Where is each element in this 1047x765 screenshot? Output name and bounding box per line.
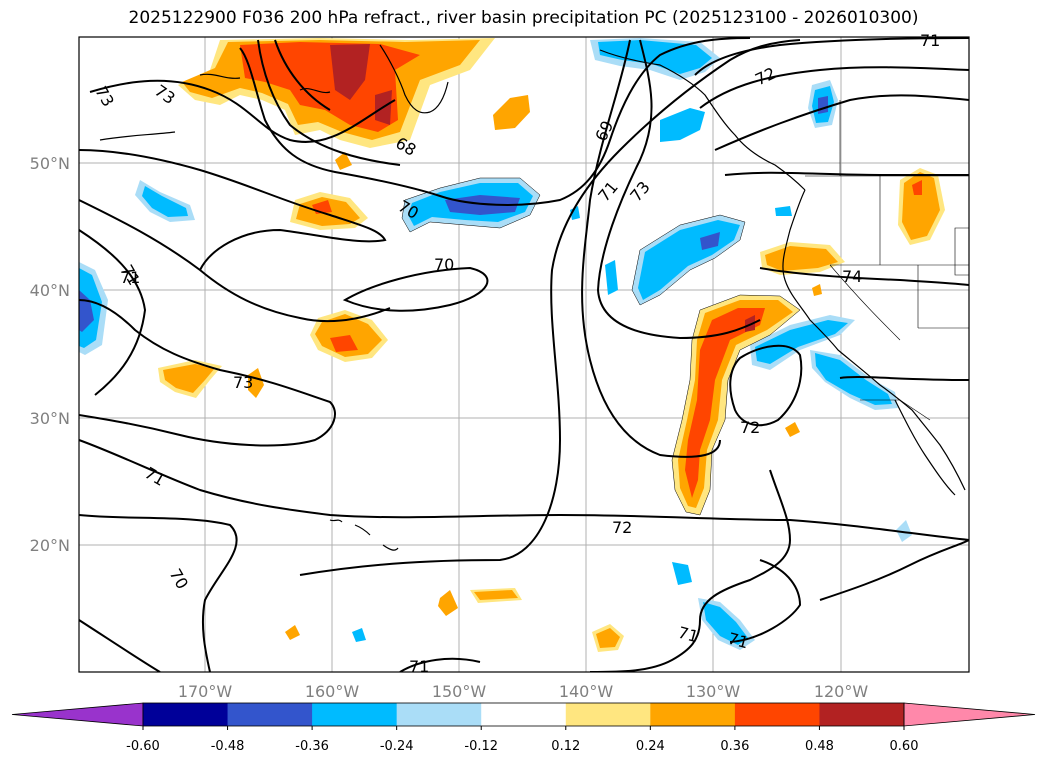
contour-label: 71 [409, 657, 429, 676]
contour-label: 71 [726, 629, 751, 653]
colorbar-tick-label: -0.60 [126, 739, 160, 754]
colorbar-segment [143, 703, 229, 726]
latitude-labels: 50°N 40°N 30°N 20°N [30, 154, 70, 555]
contour-label: 71 [120, 268, 140, 287]
map-title: 2025122900 F036 200 hPa refract., river … [128, 8, 919, 28]
colorbar-segment [396, 703, 482, 726]
colorbar-segment [481, 703, 567, 726]
political-borders [805, 100, 969, 421]
colorbar-extend-high [903, 702, 1036, 727]
coastlines [99, 44, 966, 551]
colorbar-tick-label: -0.36 [295, 739, 329, 754]
lat-label-30n: 30°N [30, 409, 70, 428]
map-frame [78, 36, 970, 673]
colorbar: -0.60 -0.48 -0.36 -0.24 -0.12 0.12 0.24 0.36 0.4… [11, 702, 1036, 754]
lon-label-130w: 130°W [686, 682, 741, 701]
colorbar-segment [650, 703, 736, 726]
lat-label-40n: 40°N [30, 281, 70, 300]
colorbar-tick-label: 0.24 [636, 739, 665, 754]
lon-label-150w: 150°W [432, 682, 487, 701]
colorbar-segment [819, 703, 905, 726]
colorbar-outline [142, 702, 905, 727]
longitude-labels: 170°W 160°W 150°W 140°W 130°W 120°W [178, 682, 869, 701]
colorbar-tick-label: -0.24 [380, 739, 414, 754]
positive-anomaly-fill [158, 38, 945, 652]
lon-label-120w: 120°W [814, 682, 869, 701]
contour-label: 71 [676, 623, 701, 647]
contour-label: 74 [842, 267, 862, 286]
contour-label: 72 [740, 418, 760, 437]
colorbar-tick-label: 0.12 [551, 739, 580, 754]
lat-label-20n: 20°N [30, 536, 70, 555]
colorbar-tick-label: -0.48 [211, 739, 245, 754]
contour-label: 71 [920, 31, 940, 50]
colorbar-segment [227, 703, 313, 726]
colorbar-tick-label: -0.12 [464, 739, 498, 754]
colorbar-segment [312, 703, 398, 726]
colorbar-tick-label: 0.36 [720, 739, 749, 754]
colorbar-segment [734, 703, 820, 726]
colorbar-segment [565, 703, 651, 726]
contour-label: 70 [434, 255, 454, 274]
lat-label-50n: 50°N [30, 154, 70, 173]
contour-label: 73 [233, 373, 253, 392]
contour-label: 72 [612, 518, 632, 537]
lon-label-170w: 170°W [178, 682, 233, 701]
colorbar-tick-label: 0.60 [890, 739, 919, 754]
lon-label-140w: 140°W [559, 682, 614, 701]
lon-label-160w: 160°W [305, 682, 360, 701]
colorbar-tick-label: 0.48 [805, 739, 834, 754]
refractivity-contours [79, 37, 969, 672]
anomaly-outlines [401, 177, 801, 516]
colorbar-extend-low [11, 702, 144, 727]
